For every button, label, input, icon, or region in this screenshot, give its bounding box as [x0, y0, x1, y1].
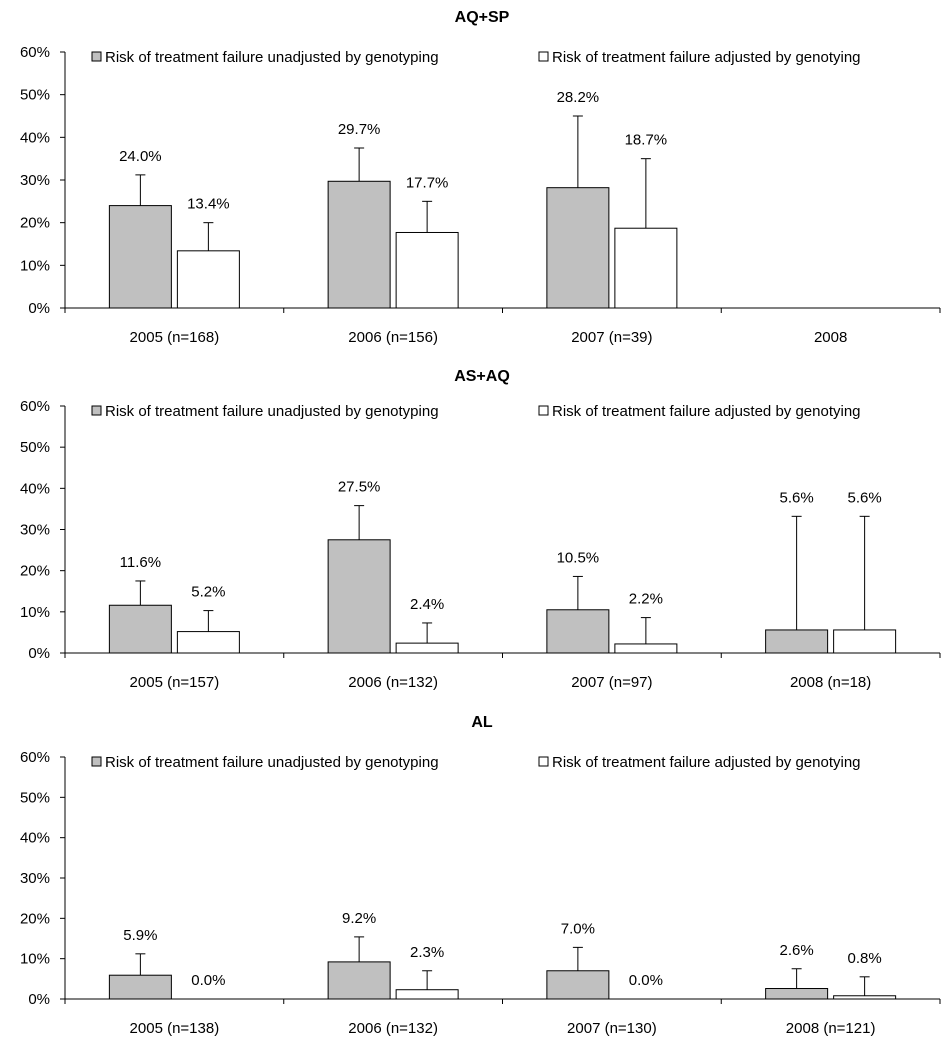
y-tick-label: 50% — [20, 87, 50, 104]
legend-label: Risk of treatment failure unadjusted by … — [105, 49, 439, 66]
data-label: 5.6% — [780, 489, 814, 506]
legend-label: Risk of treatment failure unadjusted by … — [105, 754, 439, 771]
y-tick-label: 60% — [20, 398, 50, 415]
x-tick-label: 2007 (n=39) — [571, 329, 652, 346]
chart-panel-1: AQ+SP 0% 10% 20% 30% 40% 50% 60% 2005 (n=168) 200… — [20, 9, 941, 346]
bar — [327, 539, 391, 654]
data-label: 17.7% — [406, 174, 449, 191]
legend-label: Risk of treatment failure adjusted by ge… — [552, 403, 861, 420]
data-label: 2.6% — [780, 942, 814, 959]
data-label: 5.2% — [191, 584, 225, 601]
bar — [833, 995, 897, 1000]
y-tick-label: 40% — [20, 830, 50, 847]
y-tick-label: 30% — [20, 870, 50, 887]
x-tick-label: 2008 (n=18) — [790, 674, 871, 691]
data-label: 9.2% — [342, 910, 376, 927]
bar — [108, 205, 172, 309]
chart-panel-3: AL 0% 10% 20% 30% 40% 50% 60% 2005 (n=138) 2006 (… — [20, 714, 941, 1037]
bar — [108, 604, 172, 654]
data-label: 2.4% — [410, 596, 444, 613]
data-label: 13.4% — [187, 196, 230, 213]
x-tick-label: 2005 (n=168) — [130, 329, 220, 346]
bar — [176, 250, 240, 309]
x-tick-label: 2008 — [814, 329, 847, 346]
y-tick-label: 20% — [20, 563, 50, 580]
data-label: 18.7% — [625, 132, 668, 149]
y-tick-label: 10% — [20, 257, 50, 274]
y-tick-label: 20% — [20, 215, 50, 232]
y-tick-label: 40% — [20, 129, 50, 146]
data-label: 5.9% — [123, 927, 157, 944]
bar — [765, 988, 829, 1000]
x-tick-label: 2005 (n=157) — [130, 674, 220, 691]
legend-swatch — [91, 756, 102, 767]
y-tick-label: 0% — [28, 300, 50, 317]
data-label: 7.0% — [561, 920, 595, 937]
y-tick-label: 30% — [20, 522, 50, 539]
bar — [395, 989, 459, 1000]
data-label: 5.6% — [848, 489, 882, 506]
y-tick-label: 40% — [20, 480, 50, 497]
legend-label: Risk of treatment failure adjusted by ge… — [552, 49, 861, 66]
y-tick-label: 60% — [20, 749, 50, 766]
data-label: 27.5% — [338, 479, 381, 496]
bar — [176, 631, 240, 654]
bar — [327, 961, 391, 1000]
x-tick-label: 2008 (n=121) — [786, 1020, 876, 1037]
bar — [108, 974, 172, 1000]
bar — [327, 180, 391, 309]
data-label: 24.0% — [119, 148, 162, 165]
bar — [546, 970, 610, 1000]
x-tick-label: 2006 (n=132) — [348, 1020, 438, 1037]
x-tick-label: 2006 (n=132) — [348, 674, 438, 691]
chart-panel-2: AS+AQ 0% 10% 20% 30% 40% 50% 60% 2005 (n=157) 200… — [20, 368, 941, 691]
bar — [395, 231, 459, 309]
bar — [765, 629, 829, 654]
y-tick-label: 50% — [20, 439, 50, 456]
y-tick-label: 0% — [28, 991, 50, 1008]
chart-title: AL — [471, 714, 493, 731]
x-tick-label: 2005 (n=138) — [130, 1020, 220, 1037]
data-label: 28.2% — [557, 89, 600, 106]
bar — [614, 227, 678, 309]
data-label: 10.5% — [557, 549, 600, 566]
bar — [614, 643, 678, 654]
bar — [395, 642, 459, 654]
data-label: 29.7% — [338, 121, 381, 138]
legend-swatch — [91, 405, 102, 416]
bar — [833, 629, 897, 654]
x-tick-label: 2007 (n=97) — [571, 674, 652, 691]
bar — [546, 187, 610, 309]
x-tick-label: 2006 (n=156) — [348, 329, 438, 346]
x-tick-label: 2007 (n=130) — [567, 1020, 657, 1037]
y-tick-label: 20% — [20, 910, 50, 927]
legend-label: Risk of treatment failure adjusted by ge… — [552, 754, 861, 771]
data-label: 0.0% — [629, 972, 663, 989]
chart-title: AS+AQ — [454, 368, 510, 385]
legend-label: Risk of treatment failure unadjusted by … — [105, 403, 439, 420]
data-label: 0.8% — [848, 950, 882, 967]
data-label: 2.2% — [629, 591, 663, 608]
bar — [546, 609, 610, 654]
chart-title: AQ+SP — [455, 9, 510, 26]
y-tick-label: 60% — [20, 44, 50, 61]
y-tick-label: 10% — [20, 604, 50, 621]
legend-swatch — [538, 51, 549, 62]
data-label: 11.6% — [120, 554, 161, 571]
y-tick-label: 50% — [20, 789, 50, 806]
data-label: 2.3% — [410, 944, 444, 961]
legend-swatch — [538, 756, 549, 767]
y-tick-label: 0% — [28, 645, 50, 662]
legend-swatch — [91, 51, 102, 62]
data-label: 0.0% — [191, 972, 225, 989]
y-tick-label: 10% — [20, 951, 50, 968]
legend-swatch — [538, 405, 549, 416]
y-tick-label: 30% — [20, 172, 50, 189]
